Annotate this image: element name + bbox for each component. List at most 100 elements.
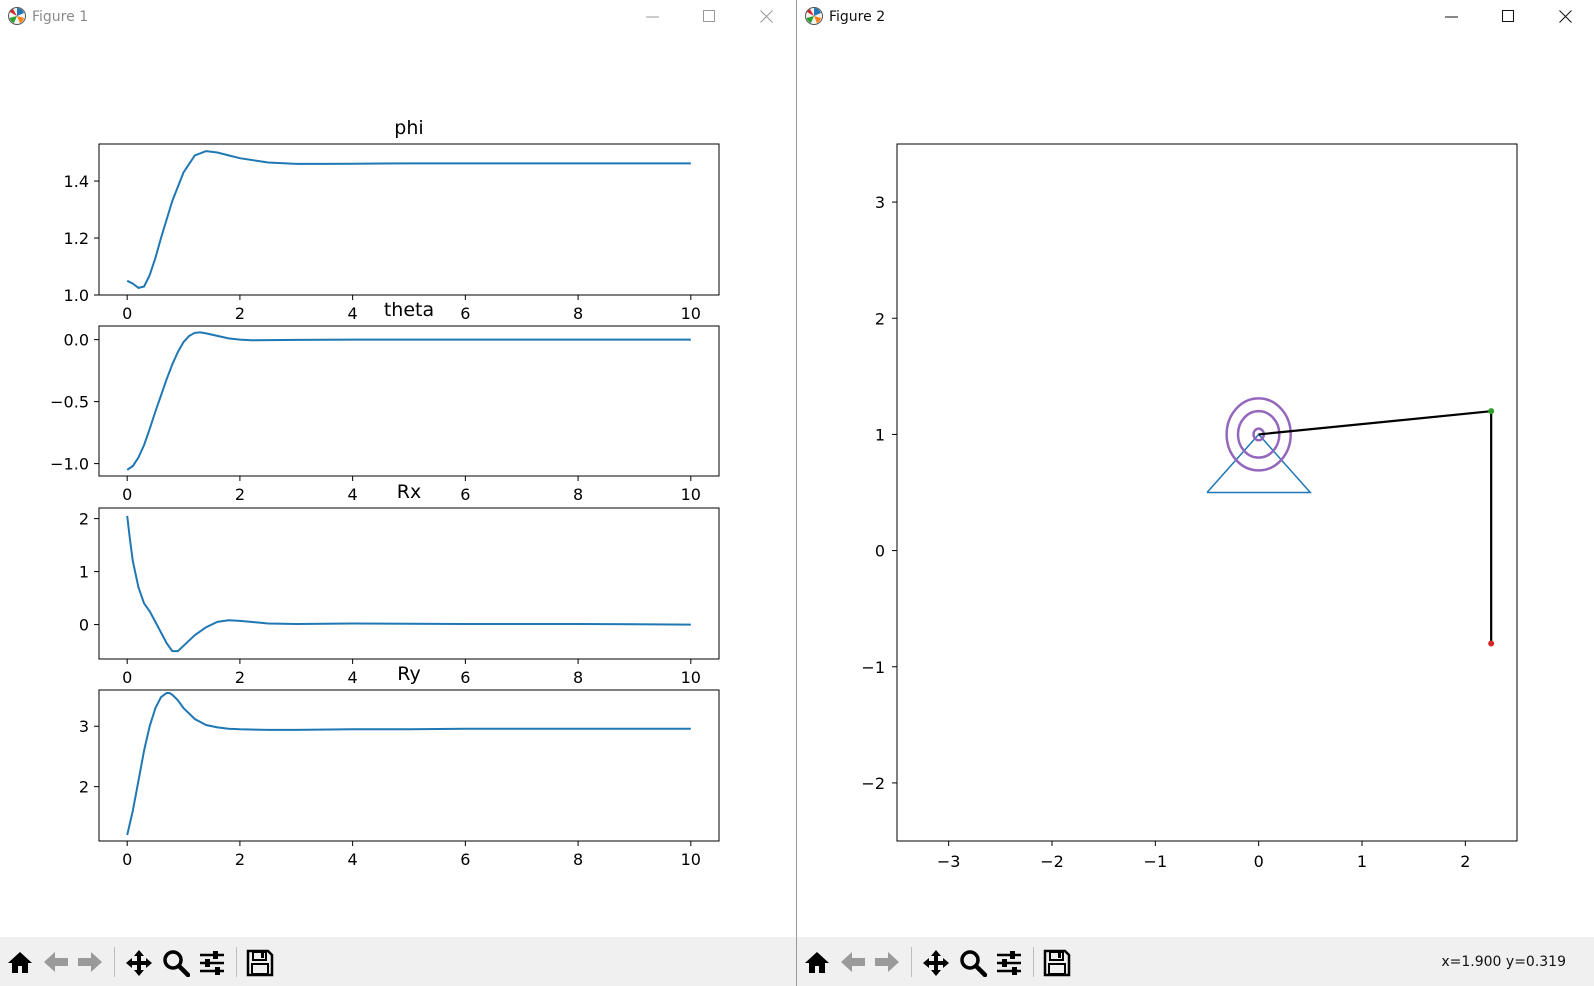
x-tick-label: −1 (1144, 852, 1168, 871)
subplot-title: theta (384, 299, 434, 321)
close-button[interactable] (738, 0, 796, 34)
spring-ring (1225, 397, 1292, 472)
y-tick-label: 0 (875, 542, 885, 561)
phi-y-ticks: 1.4 1.2 1.0 (64, 172, 99, 305)
zoom-button[interactable] (955, 943, 991, 981)
ry-y-ticks: 32 (79, 717, 99, 797)
subplot-title: Ry (397, 663, 420, 685)
subplot-rx: Rx 210 0 2 4 6 8 10 (79, 481, 720, 687)
forward-button[interactable] (72, 943, 108, 981)
fig2-y-ticks: 3 2 1 0 −1 −2 (861, 193, 897, 793)
minimize-icon (646, 16, 659, 18)
x-tick-label: 10 (681, 304, 701, 323)
subplot-phi: phi 1.4 1.2 1.0 0 2 4 6 8 10 (64, 117, 720, 323)
configure-subplots-icon (200, 951, 224, 975)
figure1-window: Figure 1 phi 1.4 1.2 1.0 0 2 4 6 8 10 theta 0.0… (0, 0, 796, 986)
figure2-titlebar[interactable]: Figure 2 (797, 0, 1594, 34)
x-tick-label: 2 (235, 485, 245, 504)
y-tick-label: 1.4 (64, 172, 89, 191)
x-tick-label: 10 (681, 485, 701, 504)
save-button[interactable] (242, 943, 278, 981)
back-arrow-icon (44, 952, 68, 972)
configure-subplots-button[interactable] (991, 943, 1027, 981)
subplot-title: phi (394, 117, 423, 139)
back-arrow-icon (841, 952, 865, 972)
x-tick-label: 0 (122, 304, 132, 323)
x-tick-label: 4 (348, 850, 358, 869)
save-button[interactable] (1039, 943, 1075, 981)
theta-y-ticks: 0.0 −0.5 −1.0 (50, 331, 99, 474)
ry-line (126, 692, 691, 836)
y-tick-label: 3 (79, 717, 89, 736)
pan-button[interactable] (917, 943, 953, 981)
support-triangle (1206, 433, 1312, 494)
rx-axes-frame (98, 507, 720, 660)
maximize-icon (703, 10, 715, 22)
y-tick-label: 2 (79, 510, 89, 529)
x-tick-label: 0 (122, 485, 132, 504)
toolbar-separator (911, 947, 912, 977)
joint-point (1488, 408, 1495, 415)
forward-button[interactable] (869, 943, 905, 981)
figure2-toolbar: x=1.900 y=0.319 (797, 937, 1594, 986)
figure2-canvas[interactable]: 3 2 1 0 −1 −2 −3 −2 −1 0 1 2 (797, 34, 1594, 937)
x-tick-label: 8 (573, 485, 583, 504)
subplot-title: Rx (397, 481, 421, 503)
x-tick-label: 0 (1254, 852, 1264, 871)
minimize-icon (1445, 16, 1458, 18)
zoom-button[interactable] (158, 943, 194, 981)
figure1-titlebar[interactable]: Figure 1 (0, 0, 796, 34)
x-tick-label: 4 (348, 485, 358, 504)
ry-x-ticks: 0 2 4 6 8 10 (122, 841, 701, 869)
rx-x-ticks: 0 2 4 6 8 10 (122, 659, 701, 687)
x-tick-label: −3 (937, 852, 961, 871)
x-tick-label: 4 (348, 668, 358, 687)
x-tick-label: 2 (235, 850, 245, 869)
theta-x-ticks: 0 2 4 6 8 10 (122, 476, 701, 504)
window-divider (796, 0, 797, 986)
x-tick-label: 2 (235, 668, 245, 687)
save-floppy-icon (1043, 949, 1071, 977)
x-tick-label: 6 (460, 850, 470, 869)
zoom-magnifier-icon (960, 950, 987, 977)
figure1-toolbar (0, 937, 796, 986)
pan-move-icon (126, 950, 152, 976)
close-button[interactable] (1537, 0, 1594, 34)
forward-arrow-icon (78, 952, 102, 972)
toolbar-separator (236, 947, 237, 977)
figure2-window: Figure 2 3 2 1 0 −1 −2 −3 −2 −1 0 1 2 (797, 0, 1594, 986)
x-tick-label: 1 (1357, 852, 1367, 871)
maximize-button[interactable] (1480, 0, 1538, 34)
back-button[interactable] (38, 943, 74, 981)
x-tick-label: 8 (573, 668, 583, 687)
figure1-canvas[interactable]: phi 1.41.21.0 0 2 4 6 8 10 theta 0.0−0.5−1.0 … (0, 34, 796, 937)
x-tick-label: 4 (348, 304, 358, 323)
home-button[interactable] (799, 943, 835, 981)
maximize-icon (1502, 10, 1514, 22)
x-tick-label: 2 (235, 304, 245, 323)
maximize-button[interactable] (681, 0, 739, 34)
pan-button[interactable] (120, 943, 156, 981)
configure-subplots-icon (997, 951, 1021, 975)
x-tick-label: 6 (460, 485, 470, 504)
y-tick-label: 2 (875, 309, 885, 328)
window-title: Figure 2 (829, 9, 886, 25)
x-tick-label: 6 (460, 668, 470, 687)
spring-ring (1236, 409, 1281, 459)
back-button[interactable] (835, 943, 871, 981)
toolbar-separator (114, 947, 115, 977)
forward-arrow-icon (875, 952, 899, 972)
x-tick-label: 8 (573, 304, 583, 323)
link-line (1258, 410, 1492, 436)
minimize-button[interactable] (624, 0, 682, 34)
toolbar-separator (1033, 947, 1034, 977)
close-icon (1559, 10, 1572, 23)
x-tick-label: 2 (1460, 852, 1470, 871)
tip-point (1488, 640, 1495, 647)
minimize-button[interactable] (1423, 0, 1481, 34)
home-icon (805, 952, 829, 973)
y-tick-label: −2 (861, 774, 885, 793)
configure-subplots-button[interactable] (194, 943, 230, 981)
home-button[interactable] (2, 943, 38, 981)
save-floppy-icon (246, 949, 274, 977)
